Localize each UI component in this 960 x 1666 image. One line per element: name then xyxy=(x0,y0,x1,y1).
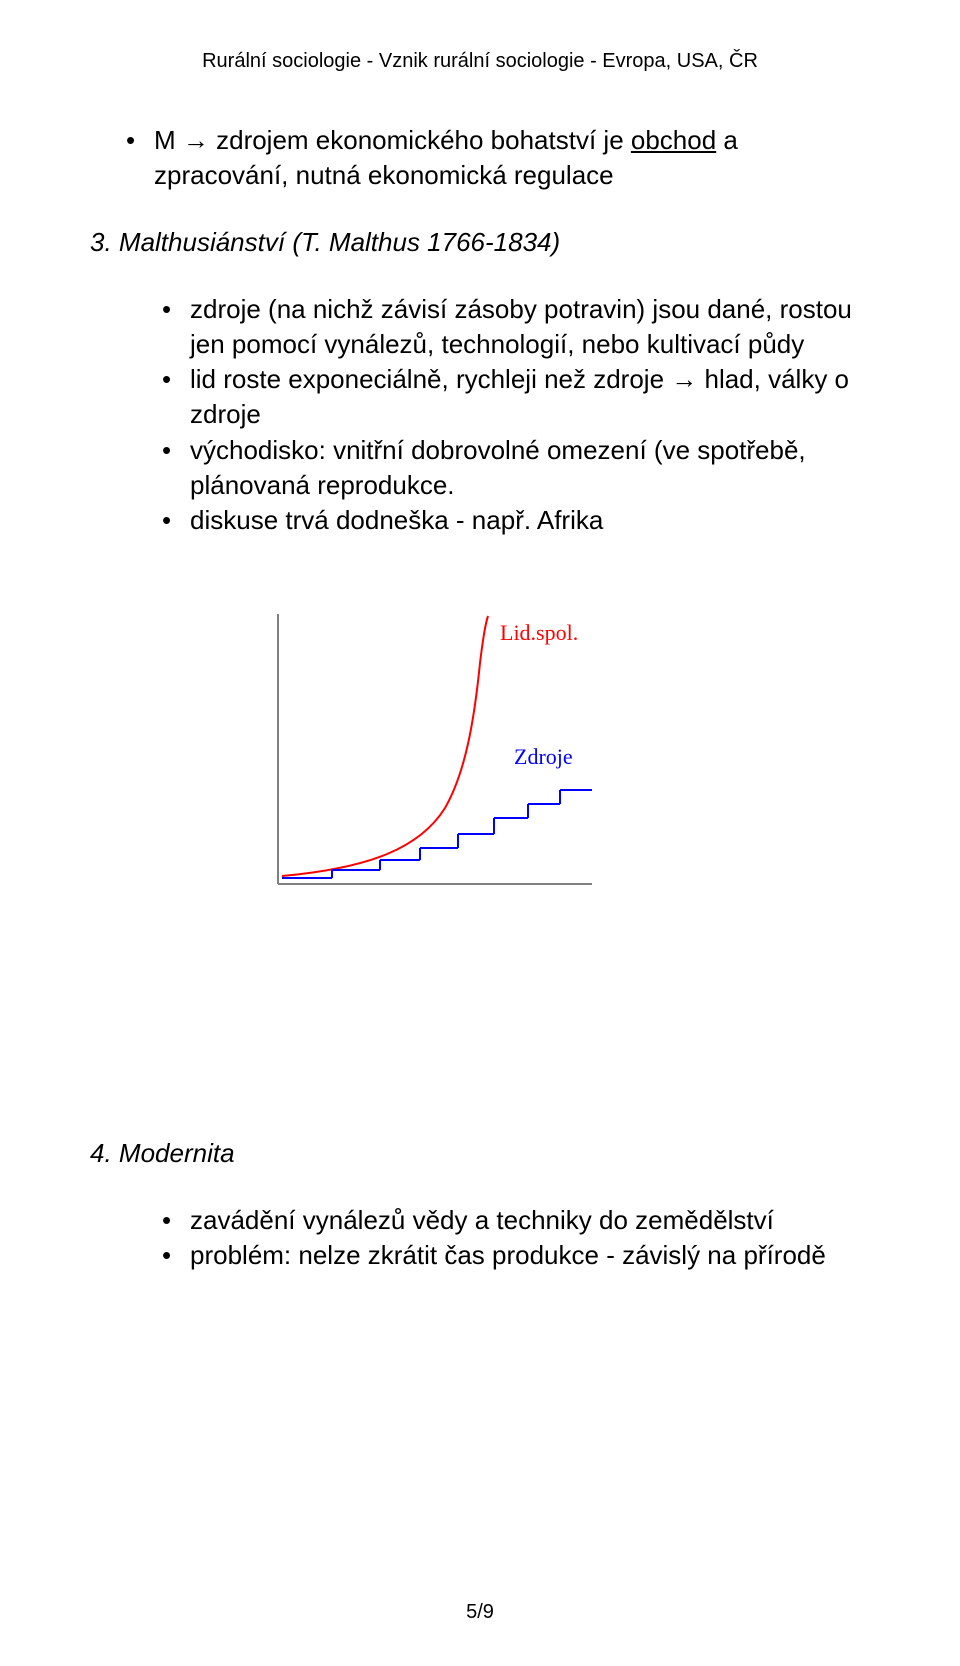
list-item: • zdroje (na nichž závisí zásoby potravi… xyxy=(162,292,870,362)
list-item: • problém: nelze zkrátit čas produkce - … xyxy=(162,1238,870,1273)
bullet-text: zdroje (na nichž závisí zásoby potravin)… xyxy=(190,292,870,362)
intro-underlined: obchod xyxy=(631,125,716,155)
bullet-icon: • xyxy=(126,123,154,158)
bullet-icon: • xyxy=(162,503,190,538)
intro-bullet-text: M → zdrojem ekonomického bohatství je ob… xyxy=(154,123,870,193)
bullet-icon: • xyxy=(162,1203,190,1238)
list-item: • zavádění vynálezů vědy a techniky do z… xyxy=(162,1203,870,1238)
malthus-chart: Lid.spol. Zdroje xyxy=(260,608,600,898)
section-4-title: 4. Modernita xyxy=(90,1138,870,1169)
bullet-icon: • xyxy=(162,292,190,327)
bullet-text: lid roste exponeciálně, rychleji než zdr… xyxy=(190,362,870,432)
bullet-text: problém: nelze zkrátit čas produkce - zá… xyxy=(190,1238,870,1273)
intro-prefix: M → zdrojem ekonomického bohatství je xyxy=(154,125,631,155)
page: Rurální sociologie - Vznik rurální socio… xyxy=(0,0,960,1273)
intro-bullet: • M → zdrojem ekonomického bohatství je … xyxy=(126,123,870,193)
bullet-text: zavádění vynálezů vědy a techniky do zem… xyxy=(190,1203,870,1238)
list-item: • lid roste exponeciálně, rychleji než z… xyxy=(162,362,870,432)
chart-legend-lidspol: Lid.spol. xyxy=(500,620,578,646)
bullet-icon: • xyxy=(162,433,190,468)
section-3-bullets: • zdroje (na nichž závisí zásoby potravi… xyxy=(126,292,870,538)
bullet-text: východisko: vnitřní dobrovolné omezení (… xyxy=(190,433,870,503)
section-3-title: 3. Malthusiánství (T. Malthus 1766-1834) xyxy=(90,227,870,258)
page-number: 5/9 xyxy=(0,1601,960,1624)
bullet-icon: • xyxy=(162,1238,190,1273)
section-4-bullets: • zavádění vynálezů vědy a techniky do z… xyxy=(126,1203,870,1273)
list-item: • východisko: vnitřní dobrovolné omezení… xyxy=(162,433,870,503)
page-header: Rurální sociologie - Vznik rurální socio… xyxy=(90,50,870,73)
chart-legend-zdroje: Zdroje xyxy=(514,744,573,770)
list-item: • diskuse trvá dodneška - např. Afrika xyxy=(162,503,870,538)
bullet-icon: • xyxy=(162,362,190,397)
bullet-text: diskuse trvá dodneška - např. Afrika xyxy=(190,503,870,538)
